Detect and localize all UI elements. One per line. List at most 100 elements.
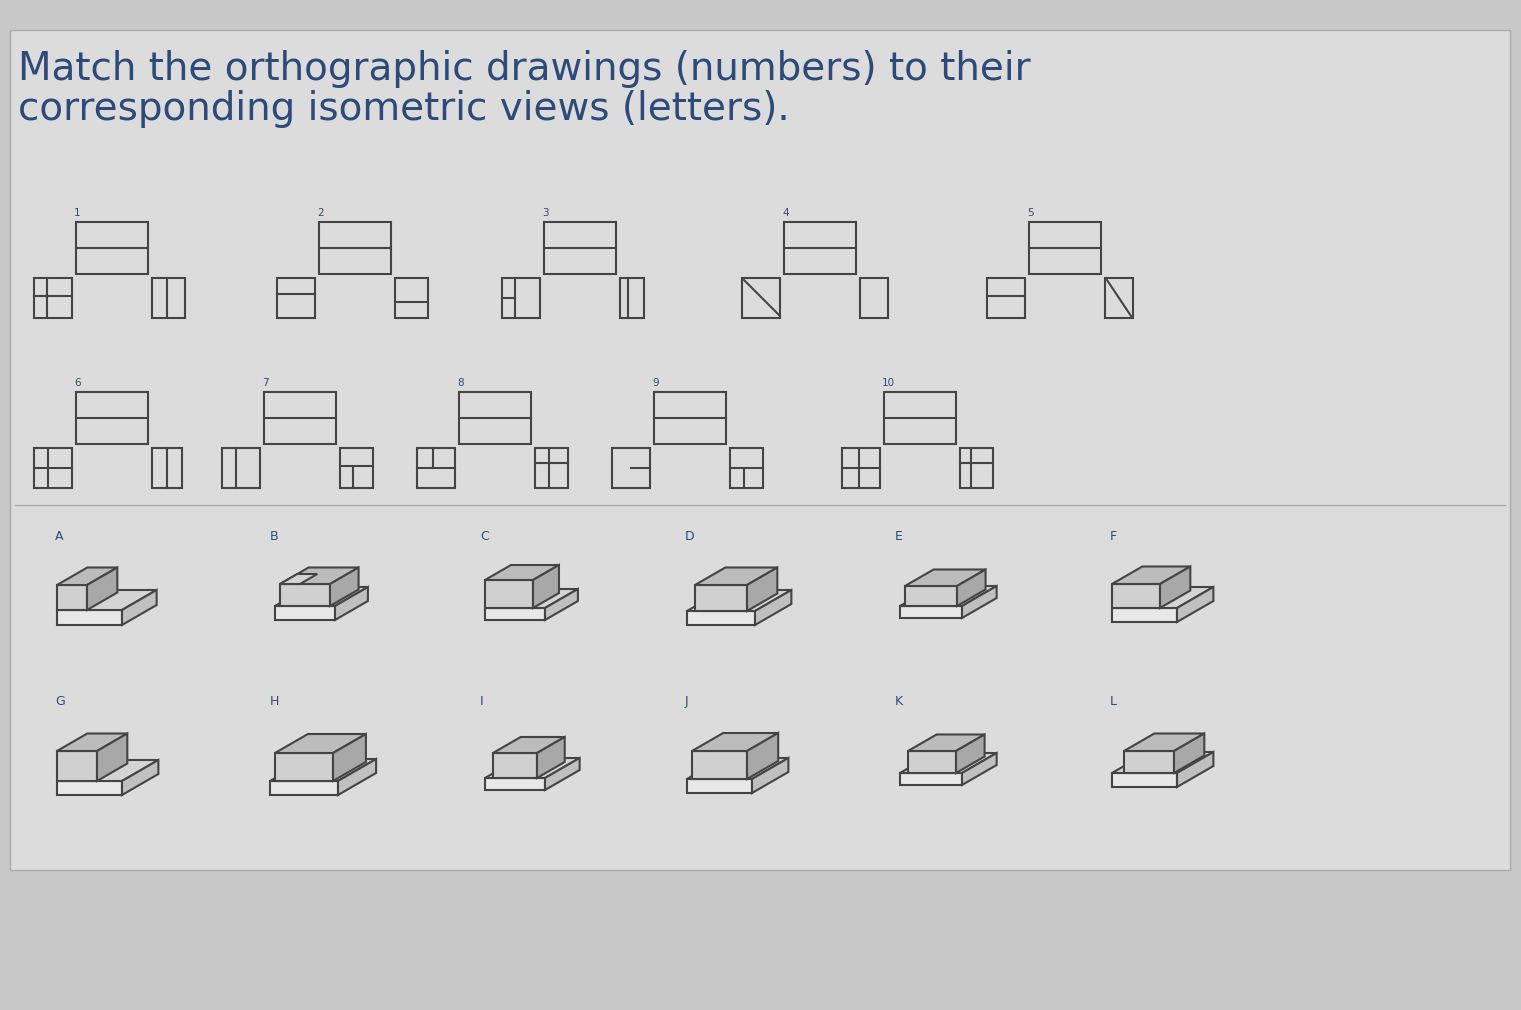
Bar	[783, 222, 856, 274]
Bar	[265, 392, 336, 444]
Bar	[152, 448, 183, 488]
Text: 4: 4	[782, 208, 788, 218]
Bar	[730, 448, 764, 488]
Polygon shape	[532, 565, 560, 608]
Polygon shape	[747, 733, 779, 779]
Polygon shape	[747, 568, 777, 611]
Polygon shape	[56, 781, 122, 795]
Polygon shape	[338, 759, 376, 795]
Text: 10: 10	[882, 378, 896, 388]
Text: B: B	[271, 530, 278, 543]
Text: D: D	[684, 530, 695, 543]
Bar	[535, 448, 567, 488]
Polygon shape	[275, 753, 333, 781]
Polygon shape	[1112, 584, 1161, 608]
Bar	[621, 278, 643, 318]
Polygon shape	[56, 751, 97, 781]
Bar	[884, 392, 957, 444]
Polygon shape	[56, 733, 128, 751]
Polygon shape	[751, 758, 788, 793]
Bar	[33, 448, 71, 488]
Polygon shape	[122, 760, 158, 795]
Polygon shape	[493, 737, 564, 753]
Polygon shape	[905, 586, 957, 606]
Text: J: J	[684, 695, 689, 708]
Polygon shape	[961, 586, 996, 618]
Polygon shape	[56, 590, 157, 610]
Bar	[987, 278, 1025, 318]
Text: 1: 1	[75, 208, 81, 218]
Polygon shape	[900, 773, 961, 785]
Polygon shape	[695, 585, 747, 611]
Polygon shape	[485, 565, 560, 580]
Polygon shape	[687, 758, 788, 779]
Polygon shape	[1112, 587, 1214, 608]
Polygon shape	[900, 586, 996, 606]
Polygon shape	[1112, 608, 1177, 622]
Polygon shape	[905, 570, 986, 586]
Bar	[341, 448, 373, 488]
Polygon shape	[280, 574, 318, 584]
Bar	[1030, 222, 1101, 274]
Polygon shape	[1177, 752, 1214, 787]
Bar	[395, 278, 427, 318]
Text: L: L	[1110, 695, 1116, 708]
Polygon shape	[537, 737, 564, 778]
Bar	[611, 448, 649, 488]
Text: I: I	[481, 695, 484, 708]
Polygon shape	[908, 734, 984, 751]
Polygon shape	[280, 584, 330, 606]
Polygon shape	[493, 753, 537, 778]
Polygon shape	[330, 568, 359, 606]
Bar	[76, 392, 148, 444]
Polygon shape	[271, 781, 338, 795]
Text: 5: 5	[1027, 208, 1034, 218]
Bar	[545, 222, 616, 274]
Polygon shape	[687, 611, 754, 625]
Polygon shape	[275, 734, 367, 753]
Polygon shape	[280, 568, 359, 584]
Bar	[11, 30, 1510, 870]
Text: H: H	[271, 695, 280, 708]
Polygon shape	[961, 753, 996, 785]
Text: 8: 8	[456, 378, 464, 388]
Text: Match the orthographic drawings (numbers) to their: Match the orthographic drawings (numbers…	[18, 50, 1031, 88]
Polygon shape	[1112, 752, 1214, 773]
Polygon shape	[1174, 733, 1205, 773]
Text: E: E	[894, 530, 903, 543]
Polygon shape	[275, 606, 335, 620]
Polygon shape	[485, 580, 532, 608]
Polygon shape	[1124, 733, 1205, 751]
Bar	[502, 278, 540, 318]
Polygon shape	[275, 587, 368, 606]
Bar	[33, 278, 71, 318]
Polygon shape	[1124, 751, 1174, 773]
Polygon shape	[908, 751, 957, 773]
Polygon shape	[687, 590, 791, 611]
Polygon shape	[692, 733, 779, 751]
Text: 9: 9	[653, 378, 659, 388]
Text: 7: 7	[262, 378, 269, 388]
Text: F: F	[1110, 530, 1116, 543]
Polygon shape	[485, 758, 580, 778]
Polygon shape	[56, 760, 158, 781]
Polygon shape	[1161, 567, 1191, 608]
Bar	[654, 392, 726, 444]
Polygon shape	[687, 779, 751, 793]
Polygon shape	[271, 759, 376, 781]
Polygon shape	[1112, 567, 1191, 584]
Polygon shape	[333, 734, 367, 781]
Polygon shape	[957, 570, 986, 606]
Bar	[76, 222, 148, 274]
Polygon shape	[87, 568, 117, 610]
Polygon shape	[56, 568, 117, 585]
Polygon shape	[900, 753, 996, 773]
Bar	[459, 392, 531, 444]
Bar	[152, 278, 186, 318]
Bar	[277, 278, 315, 318]
Bar	[319, 222, 391, 274]
Bar	[859, 278, 888, 318]
Polygon shape	[97, 733, 128, 781]
Polygon shape	[692, 751, 747, 779]
Text: C: C	[481, 530, 488, 543]
